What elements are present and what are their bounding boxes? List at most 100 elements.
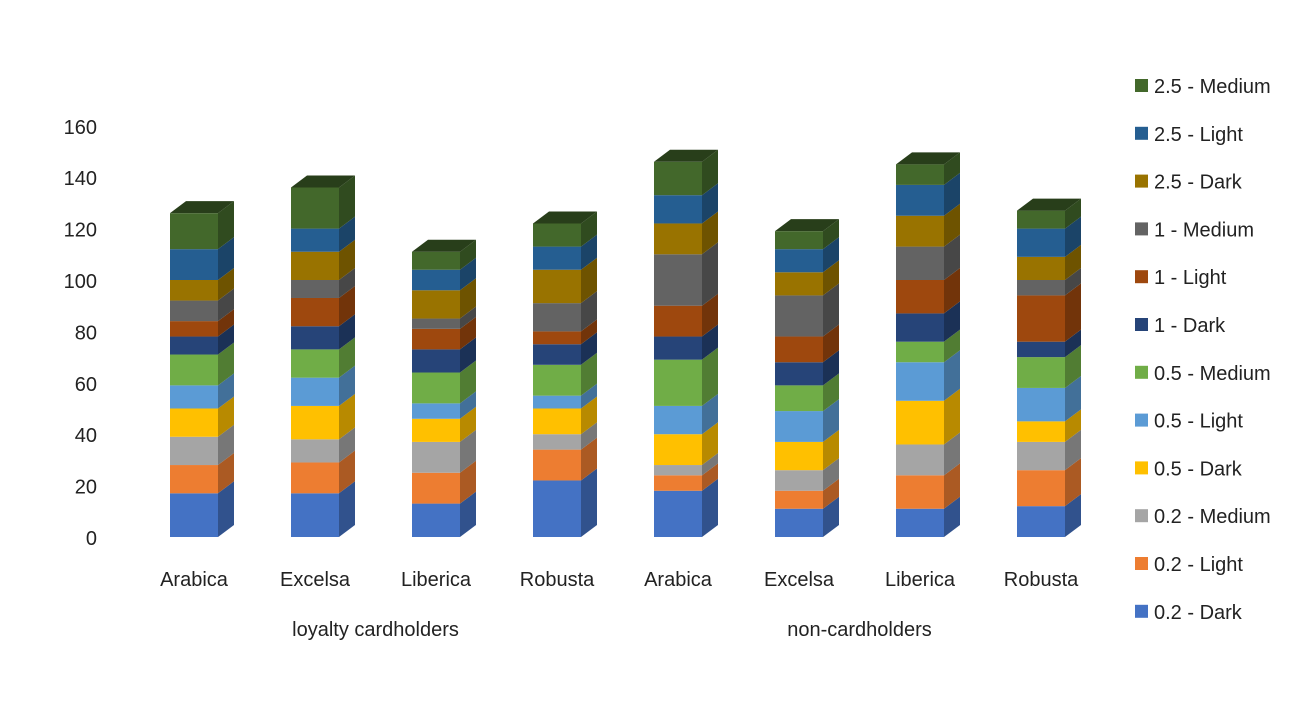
x-tick-label: Excelsa [764,569,835,591]
bar-segment-side [702,347,718,406]
legend-item: 2.5 - Dark [1135,172,1243,194]
bar-segment [896,329,960,363]
bar-segment [533,211,597,247]
legend-label: 0.2 - Dark [1154,602,1243,624]
bar-segment [1017,329,1081,358]
bar-segment-side [1065,329,1081,358]
bar-segment-side [944,432,960,476]
legend-label: 0.5 - Medium [1154,363,1271,385]
bar-segment-side [944,268,960,314]
x-tick-label: Robusta [1004,569,1079,591]
x-tick-label: Excelsa [280,569,351,591]
bar-segment-front [170,436,218,466]
bar-stack [533,211,597,537]
bar-segment-front [291,326,339,350]
legend-label: 1 - Medium [1154,219,1254,241]
bar-segment-side [460,257,476,291]
bar-segment-front [775,249,823,273]
bar-segment-side [944,172,960,216]
bar-segment-front [291,251,339,280]
bar-segment-top [533,211,597,224]
bar-segment-front [533,303,581,332]
legend-label: 2.5 - Light [1154,124,1243,146]
bar-segment [170,453,234,494]
bar-segment-front [1017,470,1065,507]
bar-segment-side [339,239,355,280]
legend-item: 1 - Dark [1135,315,1226,337]
bar-segment [1017,494,1081,537]
bar-segment-front [533,269,581,304]
bar-segment [533,396,597,435]
bar-segment-side [581,383,597,409]
bar-segment-front [533,449,581,481]
group-label: loyalty cardholders [292,619,459,641]
bar-segment [170,324,234,355]
bar-segment [1017,345,1081,388]
bar-segment [533,332,597,365]
bar-segment [170,237,234,280]
bar-segment [533,383,597,409]
bar-segment-front [291,297,339,327]
bar-segment-front [1017,295,1065,342]
bar-segment-side [581,437,597,481]
bar-segment [412,360,476,404]
bar-segment [775,219,839,250]
bar-segment [170,288,234,322]
bar-segment-side [460,278,476,319]
bar-segment-front [533,395,581,409]
legend-item: 0.2 - Dark [1135,602,1243,624]
bar-segment-front [1017,506,1065,537]
bar-segment-side [1065,429,1081,471]
bar-segment-front [654,475,702,491]
legend-item: 0.5 - Light [1135,411,1243,433]
bar-segment-front [533,344,581,365]
bar-segment-side [581,422,597,450]
bar-stack [654,149,718,537]
bar-segment-front [533,223,581,247]
bar-segment-front [1017,441,1065,471]
legend-label: 0.5 - Light [1154,411,1243,433]
bar-segment [775,237,839,273]
bar-segment [1017,198,1081,229]
bar-segment-top [896,152,960,165]
bar-segment-side [339,481,355,537]
bars [170,149,1081,537]
bar-segment-side [339,450,355,494]
bar-segment-front [170,280,218,301]
bar-segment-front [170,465,218,494]
bar-segment [291,337,355,378]
bar-segment-side [581,332,597,365]
bar-segment-top [170,201,234,214]
bar-segment [170,373,234,409]
legend-label: 0.2 - Medium [1154,506,1271,528]
x-tick-label: Arabica [160,569,229,591]
bar-segment [291,285,355,327]
bar-segment-top [775,219,839,232]
bar-segment-front [896,246,944,280]
bar-segment [1017,283,1081,342]
bar-segment-side [339,393,355,440]
bar-segment-front [533,331,581,345]
bar-segment [654,453,718,476]
bar-segment-side [460,316,476,350]
legend-label: 0.2 - Light [1154,554,1243,576]
bar-segment-side [702,393,718,435]
bar-segment-front [896,164,944,185]
legend-swatch [1135,604,1148,618]
bar-segment-side [702,211,718,255]
bar-segment [896,234,960,280]
bar-segment-front [775,490,823,509]
bar-segment-side [460,306,476,329]
bar-segment [654,463,718,491]
bar-segment-side [339,314,355,350]
bar-segment-side [460,406,476,442]
bar-segment [896,463,960,509]
bar-segment-front [291,439,339,463]
bar-segment-front [412,503,460,537]
bar-segment-front [1017,228,1065,257]
bar-segment-side [823,373,839,412]
bar-segment [170,309,234,337]
bar-segment-front [412,328,460,350]
